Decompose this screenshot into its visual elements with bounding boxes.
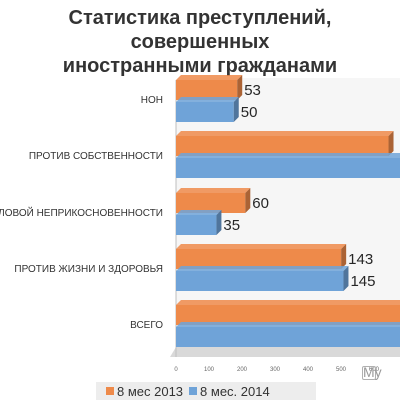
legend-item-2013: 8 мес 2013 bbox=[106, 384, 183, 399]
bar bbox=[176, 244, 347, 269]
legend-label-2013: 8 мес 2013 bbox=[117, 383, 184, 399]
category-label: ПРОТИВ ЖИЗНИ И ЗДОРОВЬЯ bbox=[14, 264, 163, 275]
x-tick-label: 300 bbox=[270, 367, 281, 373]
x-tick-label: 500 bbox=[336, 367, 347, 373]
bar bbox=[176, 266, 349, 291]
legend: 8 мес 2013 8 мес. 2014 bbox=[96, 382, 316, 400]
legend-swatch-2013 bbox=[106, 387, 114, 395]
chart-title-line-2: иностранными гражданами bbox=[62, 55, 338, 77]
category-label: ВСЕГО bbox=[130, 320, 163, 331]
legend-item-2014: 8 мес. 2014 bbox=[189, 384, 270, 399]
x-tick-label: 600 bbox=[369, 367, 380, 373]
category-label: ПРОТИВ СОБСТВЕННОСТИ bbox=[29, 151, 163, 162]
legend-label-2014: 8 мес. 2014 bbox=[200, 383, 270, 399]
bars-group bbox=[176, 75, 400, 347]
chart-title: Статистика преступлений, совершенных ино… bbox=[0, 6, 400, 78]
data-label: 60 bbox=[252, 195, 269, 212]
bar bbox=[176, 153, 400, 178]
legend-swatch-2014 bbox=[189, 387, 198, 395]
bar bbox=[176, 300, 400, 325]
x-tick-label: 200 bbox=[237, 367, 248, 373]
data-labels: 53 50 60 35 143 145 bbox=[223, 82, 375, 290]
bar bbox=[176, 322, 400, 347]
x-tick-label: 100 bbox=[204, 367, 215, 373]
data-label: 145 bbox=[350, 273, 375, 290]
bar bbox=[176, 97, 239, 122]
category-label: НОН bbox=[141, 95, 163, 106]
data-label: 53 bbox=[244, 82, 261, 99]
data-label: 35 bbox=[223, 217, 240, 234]
bar bbox=[176, 210, 222, 235]
chart-title-line-1: Статистика преступлений, совершенных bbox=[68, 7, 332, 53]
chart-floor bbox=[170, 347, 400, 357]
x-tick-label: 400 bbox=[303, 367, 314, 373]
bar bbox=[176, 188, 251, 213]
x-tick-labels: 0 100 200 300 400 500 600 bbox=[174, 367, 379, 373]
data-label: 50 bbox=[241, 104, 258, 121]
category-label: ПОЛОВОЙ НЕПРИКОСНОВЕННОСТИ bbox=[0, 206, 163, 219]
watermark-icon bbox=[362, 366, 376, 380]
bar bbox=[176, 75, 243, 100]
x-tick-label: 0 bbox=[174, 367, 178, 373]
category-labels: НОН ПРОТИВ СОБСТВЕННОСТИ ПОЛОВОЙ НЕПРИКОСН… bbox=[0, 95, 163, 331]
watermark-text: My bbox=[363, 364, 382, 380]
bar bbox=[176, 131, 394, 156]
data-label: 143 bbox=[348, 251, 373, 268]
